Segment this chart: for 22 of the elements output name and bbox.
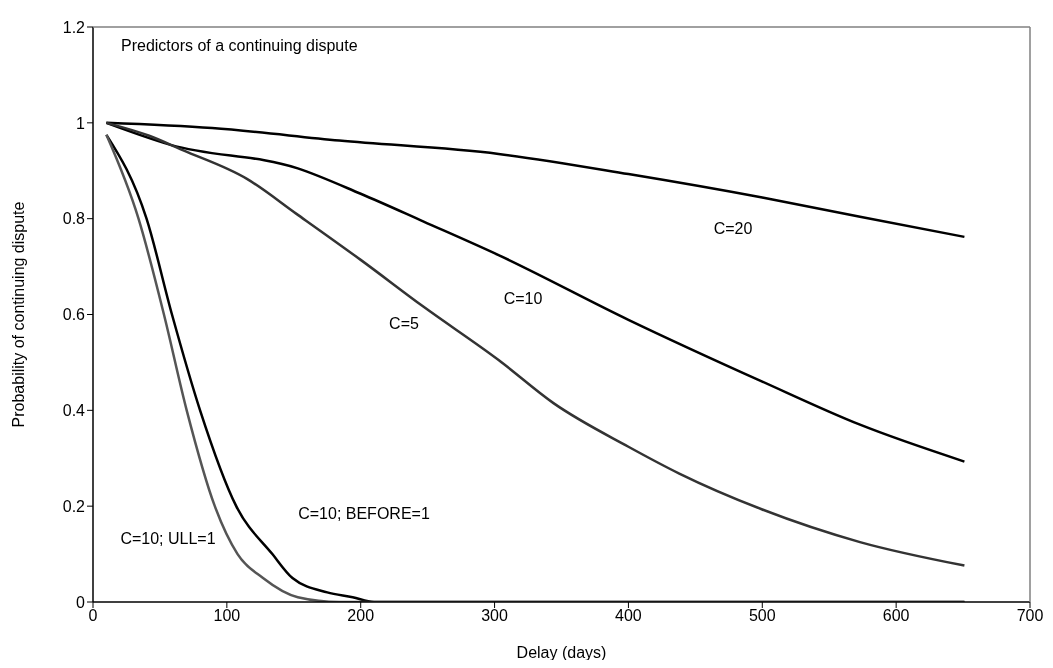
y-tick-label: 0.4: [62, 402, 86, 420]
y-tick-label: 0.6: [62, 306, 86, 324]
y-tick-label: 0.8: [62, 210, 86, 228]
x-tick-label: 400: [615, 607, 642, 625]
text: C=10; BEFORE=1: [298, 504, 430, 522]
text: Predictors of a continuing dispute: [121, 37, 358, 54]
x-tick-label: 700: [1016, 607, 1044, 625]
series-label: C=20: [713, 219, 753, 237]
x-tick-label: 500: [748, 607, 776, 625]
series-label: C=10: [503, 289, 543, 307]
x-tick-label: 600: [882, 607, 910, 625]
y-tick-label: 0: [76, 593, 86, 611]
series-label: C=5: [389, 314, 419, 332]
series-label: C=10; ULL=1: [120, 529, 216, 547]
x-tick-label: 300: [481, 607, 509, 625]
x-tick-label: 0: [88, 607, 98, 625]
x-tick-label: 200: [347, 607, 375, 625]
y-tick-label: 1.2: [62, 18, 86, 36]
y-tick-label: 1: [76, 114, 86, 132]
y-tick-label: 0.2: [62, 497, 86, 515]
y-axis-title: Probability of continuing dispute: [9, 201, 27, 428]
x-tick-label: 100: [213, 607, 241, 625]
